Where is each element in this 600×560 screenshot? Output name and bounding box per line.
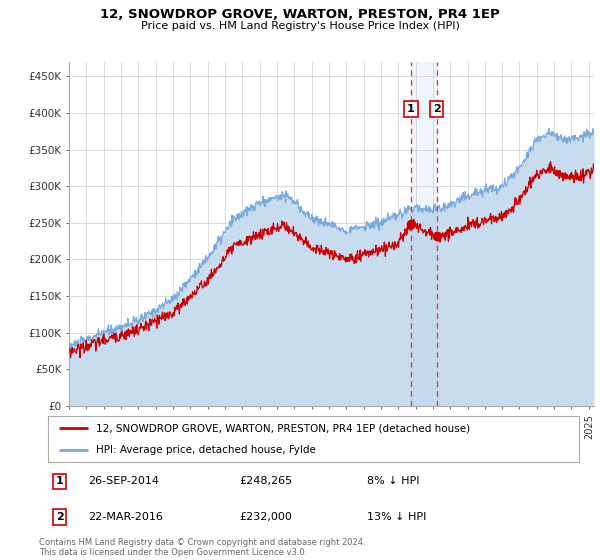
Text: Contains HM Land Registry data © Crown copyright and database right 2024.
This d: Contains HM Land Registry data © Crown c… [39, 538, 365, 557]
Text: £232,000: £232,000 [239, 512, 292, 522]
Text: Price paid vs. HM Land Registry's House Price Index (HPI): Price paid vs. HM Land Registry's House … [140, 21, 460, 31]
Text: 22-MAR-2016: 22-MAR-2016 [88, 512, 163, 522]
Text: 13% ↓ HPI: 13% ↓ HPI [367, 512, 426, 522]
Text: 26-SEP-2014: 26-SEP-2014 [88, 477, 159, 487]
Text: 12, SNOWDROP GROVE, WARTON, PRESTON, PR4 1EP: 12, SNOWDROP GROVE, WARTON, PRESTON, PR4… [100, 8, 500, 21]
Text: 2: 2 [56, 512, 64, 522]
Text: 8% ↓ HPI: 8% ↓ HPI [367, 477, 419, 487]
Text: 2: 2 [433, 104, 441, 114]
Text: 1: 1 [56, 477, 64, 487]
Bar [411, 62, 437, 406]
Text: £248,265: £248,265 [239, 477, 292, 487]
Text: HPI: Average price, detached house, Fylde: HPI: Average price, detached house, Fyld… [96, 445, 316, 455]
Text: 12, SNOWDROP GROVE, WARTON, PRESTON, PR4 1EP (detached house): 12, SNOWDROP GROVE, WARTON, PRESTON, PR4… [96, 423, 470, 433]
Text: 1: 1 [407, 104, 415, 114]
